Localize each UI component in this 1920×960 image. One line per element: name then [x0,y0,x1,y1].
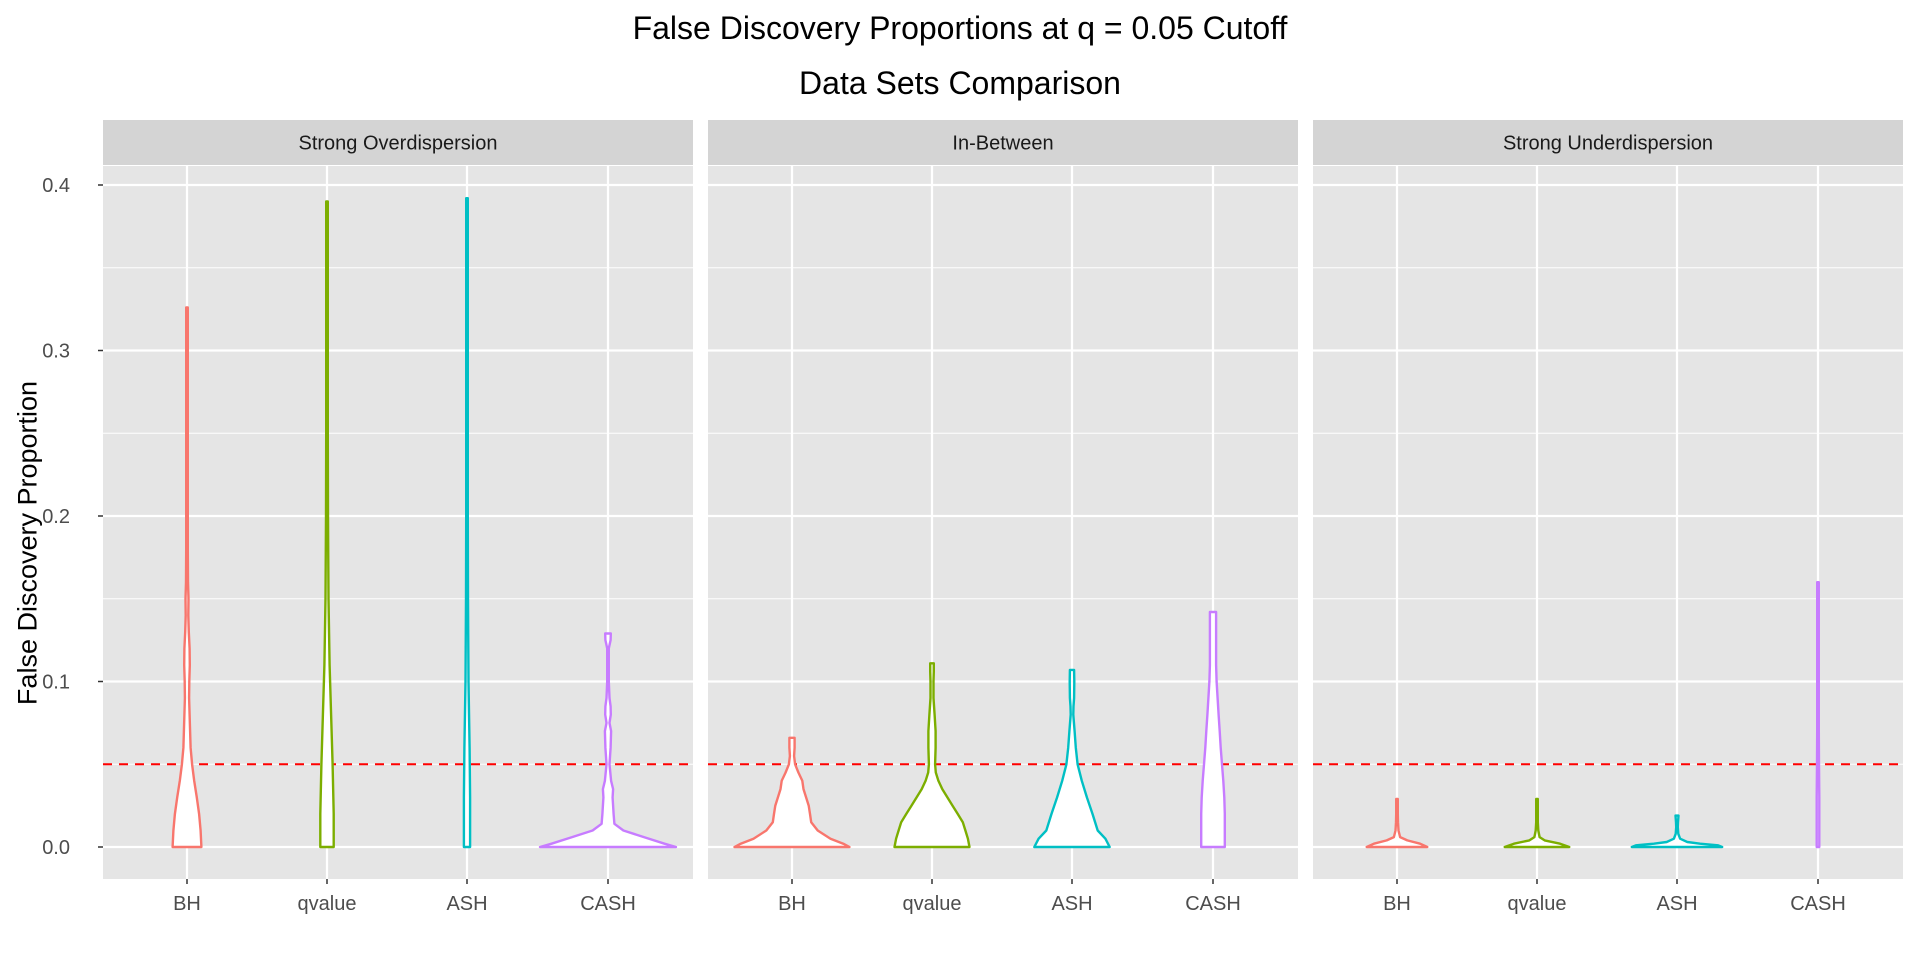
facet-strip-label: Strong Underdispersion [1503,133,1713,155]
facet-panel [103,166,693,879]
x-tick-label: ASH [1051,893,1092,915]
y-tick-label: 0.0 [42,837,70,859]
violin-cash [1815,581,1821,849]
facet-strip-label: In-Between [952,133,1053,155]
x-tick-label: qvalue [903,893,962,915]
chart-title: False Discovery Proportions at q = 0.05 … [632,10,1288,46]
y-tick-label: 0.3 [42,341,70,363]
violin-ash [1033,668,1111,849]
violin-qvalue [319,200,335,849]
y-tick-label: 0.1 [42,672,70,694]
y-tick-label: 0.2 [42,506,70,528]
violin-bh [1365,797,1429,849]
x-tick-label: CASH [580,893,636,915]
facet-panel [1313,166,1903,879]
facet-panel [708,166,1298,879]
x-tick-label: qvalue [1508,893,1567,915]
violin-qvalue [893,662,971,849]
violin-bh [733,736,851,849]
chart-subtitle: Data Sets Comparison [799,65,1121,101]
x-tick-label: ASH [446,893,487,915]
facet-strip [103,120,693,165]
violin-cash [538,632,678,849]
y-tick-label: 0.4 [42,175,70,197]
x-tick-label: CASH [1790,893,1846,915]
facet-strip [708,120,1298,165]
facet-strip [1313,120,1903,165]
x-tick-label: BH [778,893,806,915]
facet-strip-label: Strong Overdispersion [299,133,498,155]
x-tick-label: BH [173,893,201,915]
x-tick-label: qvalue [298,893,357,915]
x-tick-label: CASH [1185,893,1241,915]
violin-qvalue [1503,797,1571,849]
violin-bh [171,306,203,849]
x-tick-label: ASH [1656,893,1697,915]
violin-ash [462,197,472,849]
violin-cash [1200,610,1226,849]
violin-ash [1630,814,1724,849]
x-tick-label: BH [1383,893,1411,915]
